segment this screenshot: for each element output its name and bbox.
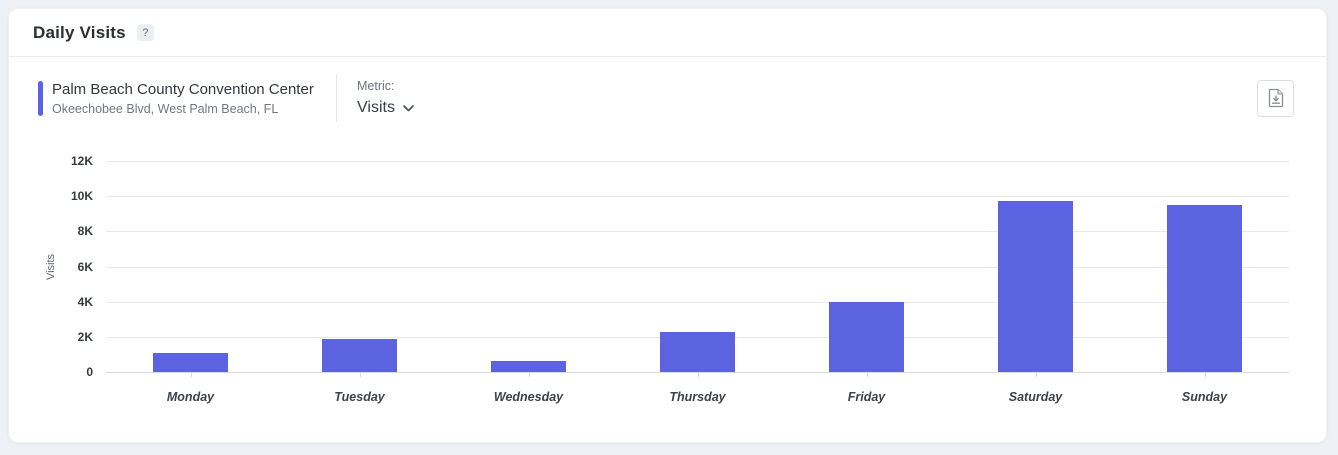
x-axis-tick bbox=[697, 373, 699, 377]
x-axis-tick bbox=[359, 373, 361, 377]
venue-info: Palm Beach County Convention Center Okee… bbox=[38, 80, 336, 116]
gridline bbox=[106, 301, 1289, 303]
bar-thursday[interactable] bbox=[660, 331, 735, 372]
y-tick-label: 8K bbox=[77, 224, 93, 239]
venue-address: Okeechobee Blvd, West Palm Beach, FL bbox=[52, 101, 279, 116]
x-category-label: Wednesday bbox=[493, 390, 564, 404]
x-axis-tick bbox=[190, 373, 192, 377]
y-tick-label: 6K bbox=[77, 259, 93, 274]
daily-visits-card: Daily Visits ? Palm Beach County Convent… bbox=[8, 8, 1327, 443]
bar-sunday[interactable] bbox=[1167, 204, 1242, 372]
metric-selected-value: Visits bbox=[357, 99, 395, 116]
page-title: Daily Visits bbox=[33, 22, 126, 42]
download-file-icon bbox=[1268, 88, 1283, 108]
gridline bbox=[106, 266, 1289, 268]
gridline bbox=[106, 196, 1289, 198]
x-category-label: Friday bbox=[847, 390, 886, 404]
x-category-label: Monday bbox=[166, 390, 215, 404]
x-axis-tick bbox=[866, 373, 868, 377]
x-axis-line bbox=[106, 372, 1289, 373]
help-icon[interactable]: ? bbox=[136, 24, 154, 41]
y-tick-label: 2K bbox=[77, 329, 93, 344]
bar-wednesday[interactable] bbox=[491, 361, 566, 372]
bar-tuesday[interactable] bbox=[322, 339, 397, 372]
vertical-divider bbox=[336, 74, 337, 122]
x-axis-tick bbox=[1035, 373, 1037, 377]
gridline bbox=[106, 161, 1289, 162]
y-tick-label: 10K bbox=[70, 189, 93, 204]
chevron-down-icon bbox=[403, 104, 414, 111]
bar-saturday[interactable] bbox=[998, 201, 1073, 372]
metric-block: Metric: Visits bbox=[357, 79, 414, 117]
chart-sub-header: Palm Beach County Convention Center Okee… bbox=[9, 74, 1326, 122]
x-axis-tick bbox=[528, 373, 530, 377]
y-tick-label: 4K bbox=[77, 294, 93, 309]
card-header: Daily Visits ? bbox=[9, 9, 1326, 57]
y-tick-label: 0 bbox=[86, 365, 93, 379]
x-category-label: Sunday bbox=[1181, 390, 1228, 404]
x-category-label: Thursday bbox=[669, 390, 726, 404]
export-button[interactable] bbox=[1257, 79, 1294, 117]
y-axis-title: Visits bbox=[45, 253, 57, 280]
x-category-label: Saturday bbox=[1008, 390, 1063, 404]
metric-label: Metric: bbox=[357, 79, 395, 93]
bar-monday[interactable] bbox=[153, 352, 228, 372]
bar-friday[interactable] bbox=[829, 301, 904, 372]
gridline bbox=[106, 231, 1289, 233]
venue-name: Palm Beach County Convention Center bbox=[52, 80, 314, 98]
venue-color-marker bbox=[38, 80, 43, 116]
x-category-label: Tuesday bbox=[334, 390, 385, 404]
y-tick-label: 12K bbox=[70, 154, 93, 168]
x-axis-tick bbox=[1204, 373, 1206, 377]
metric-dropdown[interactable]: Visits bbox=[357, 99, 414, 117]
